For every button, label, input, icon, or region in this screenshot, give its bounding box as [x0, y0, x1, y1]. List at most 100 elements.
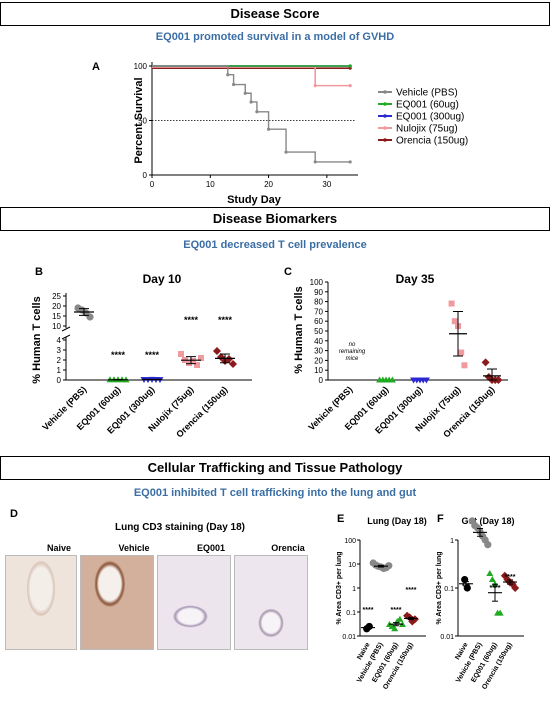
- data-point-0: [86, 313, 94, 321]
- axis-break-mark: [61, 326, 71, 332]
- y-axis-label: % Human T cells: [31, 296, 43, 383]
- y-tick-label: 90: [314, 288, 323, 297]
- data-point-3: [178, 351, 184, 357]
- photo-naive-lung: [5, 555, 77, 650]
- data-point-2: [396, 615, 404, 622]
- y-tick-label: 0.1: [346, 610, 356, 617]
- series-point-3: [348, 84, 352, 88]
- y-tick-label: 2: [57, 356, 62, 365]
- section-subtitle-survival: EQ001 promoted survival in a model of GV…: [155, 31, 395, 43]
- legend-marker-0: [383, 90, 387, 94]
- y-tick-label: 0: [57, 376, 62, 385]
- chart-lung: Lung (Day 18) 0.01 0.1 1 10 100% Area CD3+ pe…: [336, 516, 427, 691]
- legend-label-0: Vehicle (PBS): [396, 88, 458, 99]
- data-point-4: [494, 376, 503, 384]
- data-point-3: [511, 584, 520, 592]
- y-tick-label: 4: [57, 336, 62, 345]
- series-point-0: [348, 160, 352, 164]
- series-point-3: [313, 84, 317, 88]
- photo-label-naive: Naive: [46, 543, 72, 553]
- series-point-0: [266, 127, 271, 131]
- data-point-2: [496, 609, 504, 616]
- data-point-0: [365, 622, 373, 631]
- data-point-2: [422, 377, 430, 384]
- series-point-1: [348, 64, 352, 68]
- y-tick-label: 30: [314, 347, 323, 356]
- photo-label-eq001: EQ001: [196, 543, 226, 553]
- y-tick-label: 100: [134, 62, 148, 71]
- series-point-0: [313, 160, 317, 164]
- significance-label-3: ****: [184, 315, 199, 325]
- significance-label-2: ****: [490, 585, 501, 592]
- legend-marker-1: [383, 102, 387, 106]
- y-tick-label: 20: [52, 302, 61, 311]
- data-point-3: [198, 355, 204, 361]
- significance-label-1: ****: [111, 350, 126, 360]
- y-tick-label: 0: [319, 376, 324, 385]
- y-tick-label: 10: [314, 366, 323, 375]
- y-tick-label: 40: [314, 337, 323, 346]
- data-point-3: [448, 300, 455, 307]
- x-tick-label: 20: [264, 180, 273, 189]
- y-tick-label: 15: [52, 312, 61, 321]
- significance-label-3: ****: [505, 574, 516, 581]
- photo-orencia-lung: [234, 555, 308, 650]
- y-axis-label: % Area CD3+ per lung: [336, 551, 343, 624]
- data-point-3: [461, 362, 468, 369]
- data-point-2: [491, 580, 499, 587]
- y-tick-label: 60: [314, 317, 323, 326]
- y-tick-label: 25: [52, 292, 61, 301]
- legend-label-4: Orencia (150ug): [396, 136, 468, 147]
- chart-title: Day 35: [396, 272, 435, 286]
- panel-letter-e: E: [337, 513, 344, 525]
- significance-label-4: ****: [218, 315, 233, 325]
- panel-letter-c: C: [284, 266, 292, 278]
- series-line-0: [152, 65, 351, 163]
- y-tick-label: 1: [450, 538, 454, 545]
- section-subtitle-tcell: EQ001 decreased T cell prevalence: [183, 239, 367, 251]
- series-point-0: [243, 91, 247, 95]
- photo-label-orencia: Orencia: [271, 543, 305, 553]
- y-tick-label: 0.01: [342, 634, 356, 641]
- legend-label-2: EQ001 (300ug): [396, 112, 464, 123]
- data-point-3: [451, 318, 458, 325]
- y-tick-label: 80: [314, 298, 323, 307]
- photo-label-vehicle: Vehicle: [118, 543, 150, 553]
- chart-title: Gut (Day 18): [461, 516, 514, 526]
- data-point-1: [385, 562, 393, 570]
- data-point-4: [481, 358, 490, 367]
- data-point-2: [488, 576, 496, 583]
- photo-panel-title: Lung CD3 staining (Day 18): [114, 522, 245, 533]
- data-point-4: [213, 347, 221, 355]
- legend-marker-3: [383, 126, 387, 130]
- significance-label-2: ****: [145, 350, 160, 360]
- section-subtitle-trafficking: EQ001 inhibited T cell trafficking into …: [133, 487, 417, 499]
- y-tick-label: 1: [57, 366, 62, 375]
- panel-letter-f: F: [437, 513, 444, 525]
- panel-letter-a: A: [92, 61, 100, 73]
- legend-label-1: EQ001 (60ug): [396, 100, 459, 111]
- x-tick-label: 0: [150, 180, 155, 189]
- no-remaining-mice-note: mice: [346, 356, 359, 362]
- chart-gut: Gut (Day 18) 0.01 0.1 1 % Area CD3+ per lung…: [436, 516, 524, 691]
- section-header-trafficking: Cellular Trafficking and Tissue Patholog…: [0, 456, 550, 480]
- y-tick-label: 0.01: [440, 634, 454, 641]
- series-point-0: [249, 100, 253, 104]
- y-tick-label: 0.1: [444, 586, 454, 593]
- series-point-0: [226, 73, 230, 77]
- section-header-disease-score: Disease Score: [0, 2, 550, 26]
- panel-letter-b: B: [35, 266, 43, 278]
- data-point-3: [194, 362, 200, 368]
- y-axis-label: Percent Survival: [133, 77, 145, 163]
- y-tick-label: 0: [143, 171, 148, 180]
- y-tick-label: 10: [52, 322, 61, 331]
- series-point-0: [232, 82, 236, 87]
- significance-label-3: ****: [406, 587, 417, 594]
- y-tick-label: 100: [310, 278, 324, 287]
- y-tick-label: 10: [348, 562, 356, 569]
- no-remaining-mice-note: no: [349, 342, 356, 348]
- data-point-2: [391, 625, 399, 632]
